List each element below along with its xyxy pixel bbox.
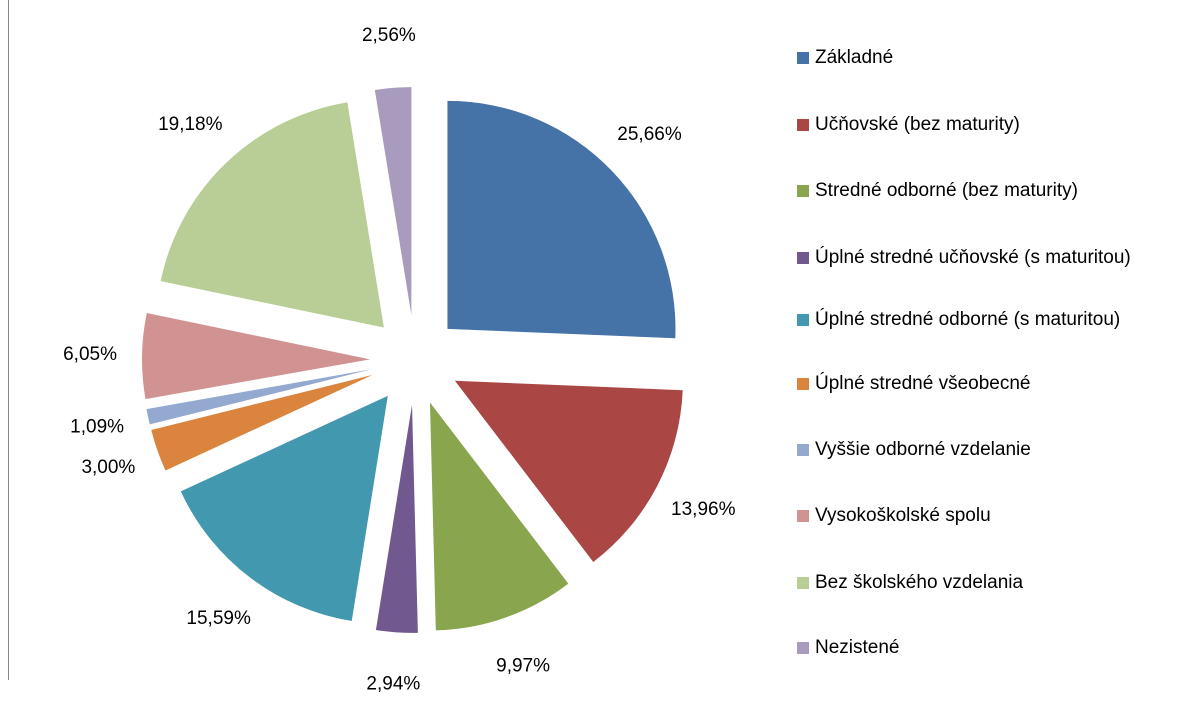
- legend-swatch: [797, 378, 809, 390]
- data-label: 15,59%: [186, 608, 251, 629]
- legend-item: Nezistené: [797, 633, 1177, 663]
- legend-swatch: [797, 577, 809, 589]
- data-label: 9,97%: [496, 656, 550, 677]
- legend-label: Úplné stredné všeobecné: [815, 373, 1031, 394]
- legend-item: Úplné stredné učňovské (s maturitou): [797, 243, 1177, 273]
- pie-slice: [146, 369, 371, 425]
- legend-item: Úplné stredné všeobecné: [797, 369, 1177, 399]
- data-label: 25,66%: [617, 124, 682, 145]
- legend-label: Vyššie odborné vzdelanie: [815, 439, 1031, 460]
- legend-swatch: [797, 510, 809, 522]
- legend-swatch: [797, 185, 809, 197]
- legend-item: Úplné stredné odborné (s maturitou): [797, 305, 1177, 335]
- pie-slice: [429, 402, 569, 631]
- legend-label: Stredné odborné (bez maturity): [815, 180, 1078, 201]
- pie-slice: [447, 100, 676, 339]
- pie-slice: [151, 374, 373, 471]
- legend-swatch: [797, 52, 809, 64]
- data-label: 3,00%: [81, 457, 135, 478]
- data-label: 6,05%: [63, 344, 117, 365]
- data-label: 1,09%: [70, 417, 124, 438]
- legend-item: Vysokoškolské spolu: [797, 501, 1177, 531]
- pie-slice: [160, 102, 384, 328]
- legend-swatch: [797, 119, 809, 131]
- legend-label: Bez školského vzdelania: [815, 572, 1024, 593]
- data-label: 2,56%: [362, 25, 416, 46]
- legend-label: Učňovské (bez maturity): [815, 114, 1020, 135]
- data-label: 2,94%: [366, 673, 420, 694]
- legend-swatch: [797, 314, 809, 326]
- legend-swatch: [797, 642, 809, 654]
- legend-label: Vysokoškolské spolu: [815, 505, 991, 526]
- legend-label: Základné: [815, 47, 894, 68]
- legend-swatch: [797, 252, 809, 264]
- legend-label: Úplné stredné odborné (s maturitou): [815, 309, 1121, 330]
- legend-item: Stredné odborné (bez maturity): [797, 176, 1177, 206]
- pie-slice: [454, 380, 683, 562]
- legend-label: Nezistené: [815, 637, 900, 658]
- data-label: 19,18%: [158, 114, 223, 135]
- legend-item: Učňovské (bez maturity): [797, 110, 1177, 140]
- pie-slice: [180, 395, 388, 621]
- pie-slice: [375, 404, 418, 633]
- data-label: 13,96%: [671, 499, 736, 520]
- pie-slice: [142, 312, 371, 400]
- legend-item: Bez školského vzdelania: [797, 568, 1177, 598]
- legend-item: Základné: [797, 43, 1177, 73]
- legend-item: Vyššie odborné vzdelanie: [797, 435, 1177, 465]
- legend-label: Úplné stredné učňovské (s maturitou): [815, 247, 1131, 268]
- legend-swatch: [797, 444, 809, 456]
- pie-slice: [374, 87, 412, 316]
